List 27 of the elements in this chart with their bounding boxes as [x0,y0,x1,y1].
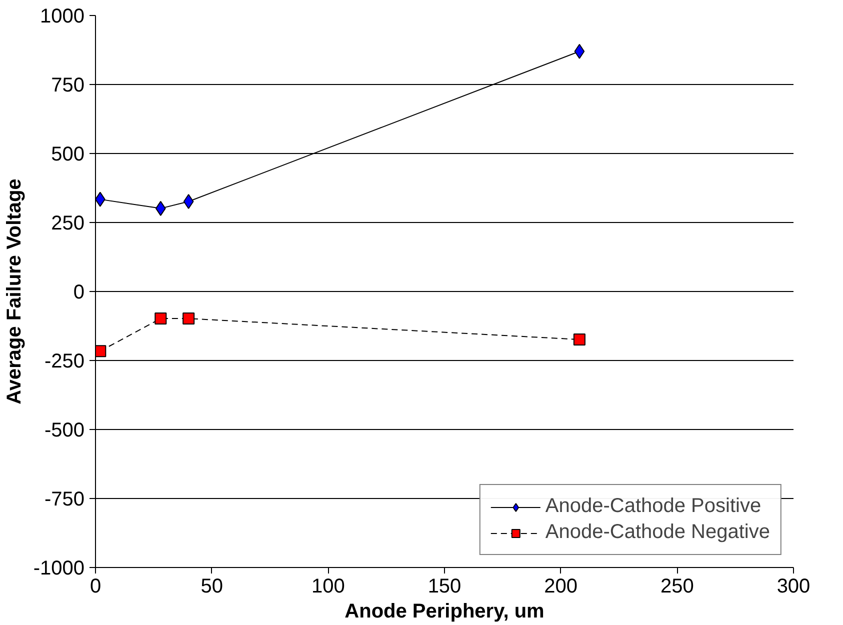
point [154,312,167,325]
y-tick-label: 750 [51,74,85,96]
x-tick-label: 100 [311,576,345,598]
y-tick-label: -1000 [33,558,85,580]
y-tick-label: 500 [51,144,85,166]
y-tick-label: -750 [44,488,84,510]
y-axis-title: Average Failure Voltage [3,178,26,404]
point [573,334,586,346]
point [96,345,106,358]
y-tick-label: -250 [44,350,84,372]
y-tick-label: -500 [44,420,84,442]
point [182,312,195,325]
x-tick-label: 250 [660,576,694,598]
point [183,194,194,210]
x-tick-label: 0 [90,576,102,598]
x-tick-label: 150 [428,576,462,598]
x-tick-label: 50 [200,576,223,598]
y-tick-label: 0 [73,282,84,304]
x-tick-label: 300 [776,576,810,598]
point [574,44,585,59]
legend-label: Anode-Cathode Negative [545,521,770,544]
legend-label: Anode-Cathode Positive [545,495,762,518]
point [155,200,166,216]
x-tick-label: 200 [544,576,578,598]
x-axis-title: Anode Periphery, um [344,600,544,622]
y-tick-label: 250 [51,212,85,234]
y-tick-label: 1000 [40,6,85,28]
